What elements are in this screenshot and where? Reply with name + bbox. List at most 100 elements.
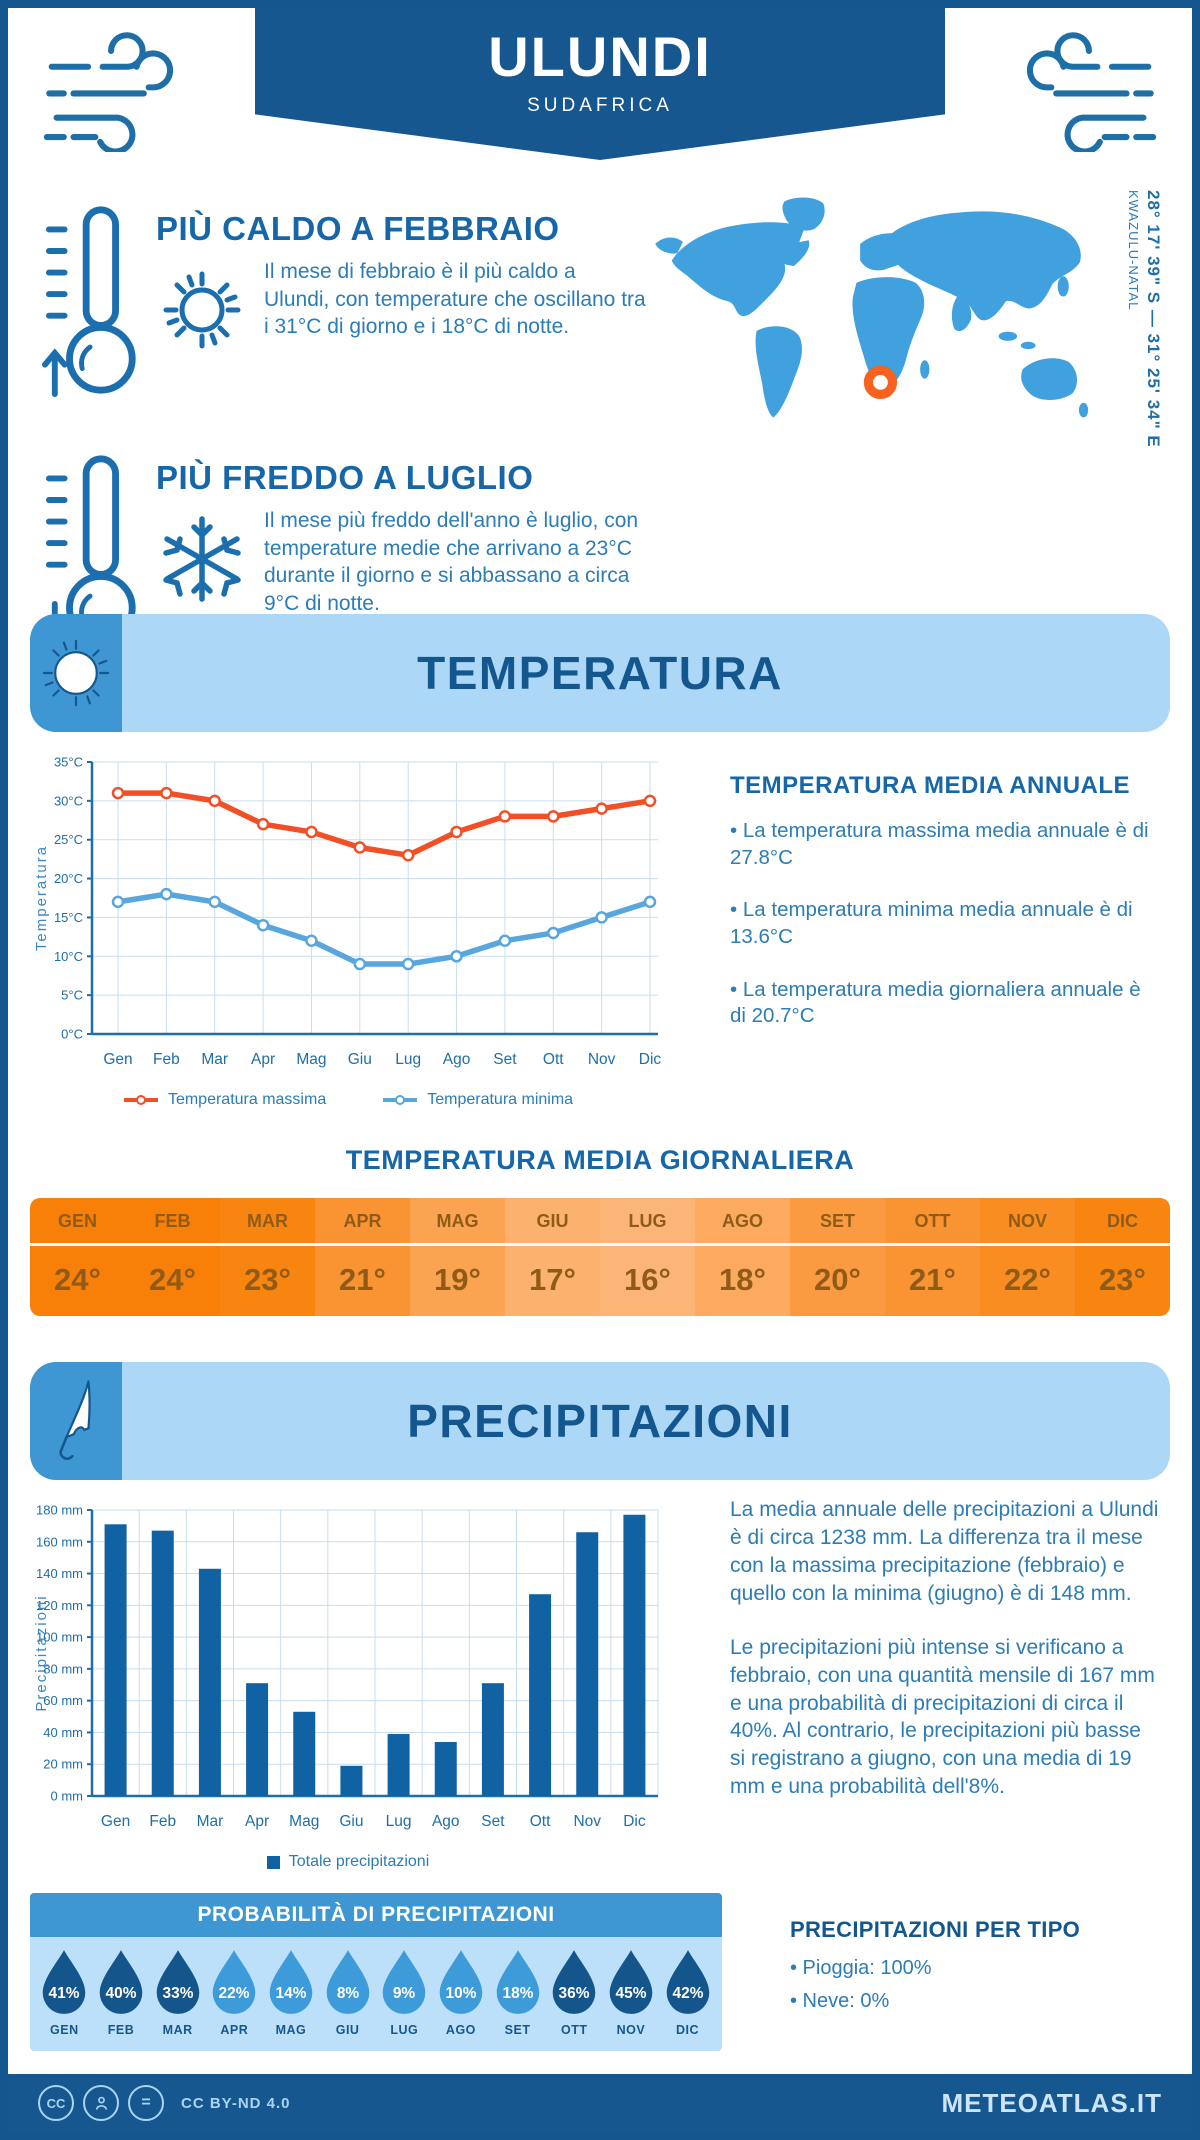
- precipitation-row: 0 mm 20 mm 40 mm 60 mm 80 mm 100 mm 120 mm 140 …: [30, 1496, 1170, 1845]
- probability-item: 36% OTT: [548, 1949, 600, 2037]
- probability-item: 9% LUG: [378, 1949, 430, 2037]
- svg-text:Ago: Ago: [432, 1813, 460, 1830]
- svg-text:Gen: Gen: [103, 1051, 132, 1068]
- svg-text:10%: 10%: [445, 1985, 476, 2002]
- svg-text:Ago: Ago: [443, 1051, 471, 1068]
- svg-text:Feb: Feb: [153, 1051, 180, 1068]
- license-badges: CC = CC BY-ND 4.0: [38, 2085, 291, 2121]
- legend-line-marker: [123, 1095, 158, 1105]
- sun-badge: [30, 614, 122, 732]
- line-chart-svg: 0°C 5°C 10°C 15°C 20°C 25°C 30°C 35°C Gen Feb Mar A…: [33, 755, 662, 1069]
- svg-text:0°C: 0°C: [61, 1027, 83, 1042]
- umbrella-icon: [59, 1380, 91, 1460]
- droplet-icon: 33%: [156, 1950, 199, 2014]
- precipitation-text-panel: La media annuale delle precipitazioni a …: [670, 1496, 1170, 1845]
- svg-text:45%: 45%: [615, 1985, 646, 2002]
- table-month-cell: APR: [315, 1198, 410, 1246]
- temperature-legend: Temperatura massima Temperatura minima: [8, 1091, 688, 1109]
- table-value-cell: 16°: [600, 1246, 695, 1316]
- droplet-icon: 22%: [213, 1950, 256, 2014]
- svg-text:Dic: Dic: [639, 1051, 662, 1068]
- probability-item: 45% NOV: [605, 1949, 657, 2037]
- sun-outline-icon: [156, 258, 264, 361]
- svg-text:Lug: Lug: [386, 1813, 412, 1830]
- probability-month: MAG: [275, 2023, 307, 2037]
- page-title: ULUNDI: [488, 25, 712, 88]
- page-subtitle: SUDAFRICA: [527, 95, 673, 116]
- legend-label: Temperatura minima: [427, 1091, 574, 1108]
- table-month-cell: MAR: [220, 1198, 315, 1246]
- cc-icon: CC: [38, 2085, 74, 2121]
- table-month-cell: NOV: [980, 1198, 1075, 1246]
- probability-month: FEB: [107, 2023, 135, 2037]
- precipitation-chart: 0 mm 20 mm 40 mm 60 mm 80 mm 100 mm 120 mm 140 …: [30, 1496, 670, 1845]
- droplet-icon: 8%: [326, 1950, 369, 2014]
- probability-item: 40% FEB: [95, 1949, 147, 2037]
- bar-chart-svg: 0 mm 20 mm 40 mm 60 mm 80 mm 100 mm 120 mm 140 …: [33, 1503, 659, 1830]
- droplet-icon: 40%: [99, 1950, 143, 2014]
- legend-item: Temperatura minima: [382, 1091, 573, 1109]
- svg-text:22%: 22%: [219, 1985, 250, 2002]
- cc-by-icon: [83, 2085, 119, 2121]
- warmest-month-body: PIÙ CALDO A FEBBRAIO Il mese di febbraio…: [156, 202, 646, 403]
- svg-text:20°C: 20°C: [54, 871, 83, 886]
- bottom-row: PROBABILITÀ DI PRECIPITAZIONI 41% GEN 40…: [30, 1893, 1170, 2051]
- wind-icon: [42, 30, 202, 157]
- probability-item: 41% GEN: [38, 1949, 90, 2037]
- droplet-icon: 18%: [496, 1950, 539, 2014]
- table-month-cell: MAG: [410, 1198, 505, 1246]
- probability-month: GIU: [335, 2023, 360, 2037]
- probability-month: MAR: [162, 2023, 193, 2037]
- svg-text:160 mm: 160 mm: [36, 1534, 83, 1549]
- svg-text:Giu: Giu: [348, 1051, 372, 1068]
- precipitation-type-heading: PRECIPITAZIONI PER TIPO: [790, 1917, 1081, 1942]
- svg-text:Apr: Apr: [251, 1051, 275, 1068]
- table-value-cell: 17°: [505, 1246, 600, 1316]
- svg-text:180 mm: 180 mm: [36, 1503, 83, 1518]
- probability-item: 10% AGO: [435, 1949, 487, 2037]
- precipitation-type-panel: PRECIPITAZIONI PER TIPO • Pioggia: 100% •…: [722, 1893, 1170, 2051]
- warmest-month-block: PIÙ CALDO A FEBBRAIO Il mese di febbraio…: [38, 202, 646, 403]
- svg-text:Giu: Giu: [339, 1813, 363, 1830]
- annual-bullet: • La temperatura massima media annuale è…: [730, 819, 1149, 869]
- table-value-cell: 21°: [315, 1246, 410, 1316]
- probability-item: 42% DIC: [662, 1949, 714, 2037]
- world-map: [646, 186, 1126, 598]
- temperature-chart: 0°C 5°C 10°C 15°C 20°C 25°C 30°C 35°C Gen Feb Mar A…: [30, 748, 670, 1083]
- svg-text:40 mm: 40 mm: [43, 1725, 83, 1740]
- svg-text:Apr: Apr: [245, 1813, 269, 1830]
- annual-bullet: • La temperatura minima media annuale è …: [730, 898, 1133, 948]
- warmest-month-title: PIÙ CALDO A FEBBRAIO: [156, 210, 560, 247]
- probability-item: 33% MAR: [152, 1949, 204, 2037]
- footer: CC = CC BY-ND 4.0 METEOATLAS.IT: [8, 2074, 1192, 2132]
- probability-month: OTT: [560, 2023, 588, 2037]
- probability-month: AGO: [445, 2023, 476, 2037]
- svg-text:140 mm: 140 mm: [36, 1566, 83, 1581]
- probability-month: DIC: [676, 2023, 700, 2037]
- table-value-cell: 19°: [410, 1246, 505, 1316]
- svg-text:14%: 14%: [276, 1985, 307, 2002]
- probability-droplets: 41% GEN 40% FEB 33% MAR 22% APR: [30, 1937, 722, 2051]
- svg-text:120 mm: 120 mm: [36, 1598, 83, 1613]
- svg-text:100 mm: 100 mm: [36, 1630, 83, 1645]
- svg-text:Set: Set: [493, 1051, 517, 1068]
- svg-text:Nov: Nov: [573, 1813, 601, 1830]
- coldest-month-body: PIÙ FREDDO A LUGLIO Il mese più freddo d…: [156, 451, 646, 652]
- table-value-cell: 24°: [30, 1246, 125, 1316]
- svg-text:0 mm: 0 mm: [51, 1789, 84, 1804]
- legend-line-marker: [383, 1095, 418, 1105]
- precipitation-type-bullets: • Pioggia: 100% • Neve: 0%: [790, 1957, 1170, 2013]
- droplet-icon: 10%: [439, 1950, 483, 2014]
- probability-month: NOV: [616, 2023, 646, 2037]
- license-label: CC BY-ND 4.0: [181, 2094, 291, 2112]
- coldest-month-block: PIÙ FREDDO A LUGLIO Il mese più freddo d…: [38, 451, 646, 652]
- svg-text:80 mm: 80 mm: [43, 1661, 83, 1676]
- probability-title: PROBABILITÀ DI PRECIPITAZIONI: [30, 1893, 722, 1937]
- table-month-cell: FEB: [125, 1198, 220, 1246]
- coldest-month-text: Il mese più freddo dell'anno è luglio, c…: [264, 509, 639, 616]
- coordinates-label: 28° 17' 39" S — 31° 25' 34" E: [1144, 190, 1163, 448]
- table-value-cell: 23°: [1075, 1246, 1170, 1316]
- legend-item: Temperatura massima: [123, 1091, 326, 1109]
- coldest-month-title: PIÙ FREDDO A LUGLIO: [156, 459, 534, 496]
- precipitation-section-title: PRECIPITAZIONI: [407, 1395, 793, 1447]
